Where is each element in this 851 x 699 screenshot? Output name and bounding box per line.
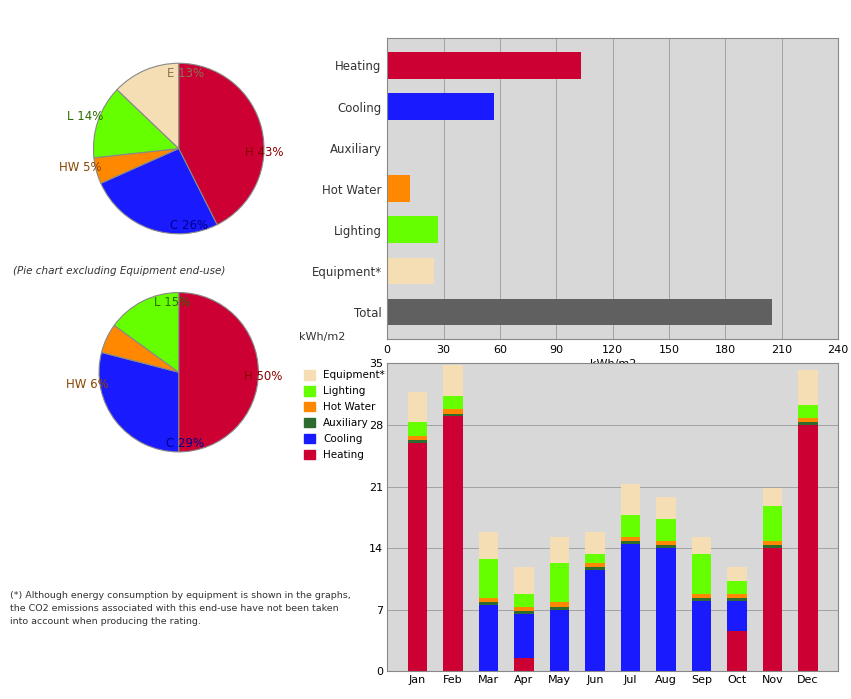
Bar [692, 554, 711, 593]
Text: L 15%: L 15% [154, 296, 191, 308]
Bar [798, 418, 818, 422]
Wedge shape [94, 89, 179, 158]
Text: Annual Energy Consumption: Annual Energy Consumption [29, 13, 294, 31]
Bar [550, 563, 569, 603]
Wedge shape [179, 292, 259, 452]
Bar [585, 570, 605, 671]
Bar [387, 298, 773, 325]
Bar [798, 370, 818, 405]
Bar [514, 568, 534, 593]
Bar [585, 554, 605, 563]
Bar [479, 605, 498, 671]
Bar [620, 484, 640, 514]
Bar [620, 544, 640, 671]
Bar [798, 405, 818, 418]
Bar [585, 532, 605, 554]
Bar [443, 366, 463, 396]
Bar [728, 631, 746, 671]
Bar [692, 593, 711, 598]
Bar [550, 607, 569, 610]
Bar [550, 537, 569, 563]
Bar [408, 422, 427, 435]
Bar [387, 175, 410, 202]
Bar [728, 581, 746, 593]
Bar [762, 489, 782, 506]
X-axis label: kWh/m2: kWh/m2 [590, 359, 636, 369]
Wedge shape [99, 352, 179, 452]
Bar [443, 396, 463, 409]
Text: HW 6%: HW 6% [66, 377, 109, 391]
Bar [550, 610, 569, 671]
Text: (*) Although energy consumption by equipment is shown in the graphs,
the CO2 emi: (*) Although energy consumption by equip… [10, 591, 351, 626]
Bar [798, 425, 818, 671]
Bar [514, 612, 534, 614]
Wedge shape [101, 325, 179, 372]
Bar [514, 614, 534, 658]
Bar [387, 52, 580, 79]
Text: H 43%: H 43% [245, 146, 283, 159]
Bar [762, 548, 782, 671]
Bar [408, 435, 427, 440]
Bar [585, 563, 605, 568]
Bar [762, 506, 782, 541]
Text: (Pie chart excluding Equipment end-use): (Pie chart excluding Equipment end-use) [13, 266, 226, 275]
Bar [762, 545, 782, 548]
Text: HW 5%: HW 5% [60, 161, 102, 174]
Bar [408, 440, 427, 442]
Bar [728, 600, 746, 631]
Wedge shape [114, 292, 179, 372]
Bar [656, 497, 676, 519]
Text: E 13%: E 13% [167, 67, 204, 80]
Text: C 26%: C 26% [170, 219, 208, 232]
Text: L 14%: L 14% [67, 110, 104, 122]
Text: H 50%: H 50% [244, 370, 283, 382]
Bar [387, 217, 438, 243]
Bar [443, 416, 463, 671]
Bar [692, 537, 711, 554]
Bar [550, 603, 569, 607]
Bar [728, 598, 746, 600]
Bar [656, 545, 676, 548]
Bar [656, 519, 676, 541]
Bar [443, 409, 463, 414]
Bar [387, 93, 494, 120]
Bar [620, 541, 640, 544]
Bar [728, 568, 746, 581]
Bar [514, 593, 534, 607]
Bar [656, 548, 676, 671]
Bar [798, 422, 818, 425]
Bar [479, 559, 498, 598]
Wedge shape [100, 149, 217, 233]
Bar [514, 658, 534, 671]
Wedge shape [117, 63, 179, 149]
Legend: Equipment*, Lighting, Hot Water, Auxiliary, Cooling, Heating: Equipment*, Lighting, Hot Water, Auxilia… [305, 370, 385, 460]
Wedge shape [179, 64, 264, 224]
Bar [387, 257, 434, 284]
Bar [585, 568, 605, 570]
Bar [620, 537, 640, 541]
Bar [479, 532, 498, 559]
Bar [479, 603, 498, 605]
Bar [728, 593, 746, 598]
Bar [479, 598, 498, 603]
Bar [692, 600, 711, 671]
Bar [408, 442, 427, 671]
Bar [620, 514, 640, 537]
Bar [692, 598, 711, 600]
Bar [762, 541, 782, 545]
Bar [656, 541, 676, 545]
Bar [408, 391, 427, 422]
Bar [443, 414, 463, 416]
Bar [514, 607, 534, 612]
Text: C 29%: C 29% [166, 438, 204, 450]
Text: kWh/m2: kWh/m2 [300, 332, 346, 342]
Wedge shape [94, 149, 179, 183]
